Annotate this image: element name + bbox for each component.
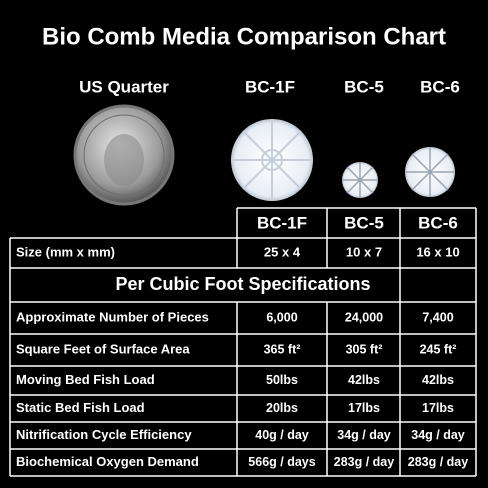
cell: 34g / day [337,428,391,442]
section-heading: Per Cubic Foot Specifications [115,274,370,294]
column-header: BC-5 [344,213,384,232]
cell: 25 x 4 [264,244,301,259]
cell: 42lbs [348,373,380,387]
row-label: Moving Bed Fish Load [16,372,155,387]
picture-label: BC-5 [344,77,384,96]
row-label: Square Feet of Surface Area [16,341,190,356]
quarter-image [73,104,175,206]
cell: 20lbs [266,401,298,415]
cell: 50lbs [266,373,298,387]
picture-label: BC-6 [420,77,460,96]
column-header: BC-1F [257,213,307,232]
cell: 6,000 [266,310,297,324]
cell: 283g / day [408,455,468,469]
title: Bio Comb Media Comparison Chart [42,23,446,50]
picture-label: US Quarter [79,77,169,96]
cell: 305 ft² [346,342,383,356]
cell: 17lbs [348,401,380,415]
cell: 10 x 7 [346,244,382,259]
cell: 34g / day [411,428,465,442]
table-grid [9,207,477,477]
cell: 17lbs [422,401,454,415]
bc1f-image [231,119,313,201]
cell: 40g / day [255,428,309,442]
row-label: Static Bed Fish Load [16,400,145,415]
cell: 16 x 10 [416,244,459,259]
cell: 24,000 [345,310,383,324]
row-label: Size (mm x mm) [16,244,115,259]
bc6-image [405,147,455,197]
bc5-image [342,162,378,198]
row-label: Nitrification Cycle Efficiency [16,427,192,442]
row-label: Approximate Number of Pieces [16,309,209,324]
column-header: BC-6 [418,213,458,232]
row-label: Biochemical Oxygen Demand [16,454,199,469]
cell: 566g / days [248,455,315,469]
cell: 7,400 [422,310,453,324]
picture-label: BC-1F [245,77,295,96]
cell: 365 ft² [264,342,301,356]
cell: 245 ft² [420,342,457,356]
cell: 42lbs [422,373,454,387]
cell: 283g / day [334,455,394,469]
